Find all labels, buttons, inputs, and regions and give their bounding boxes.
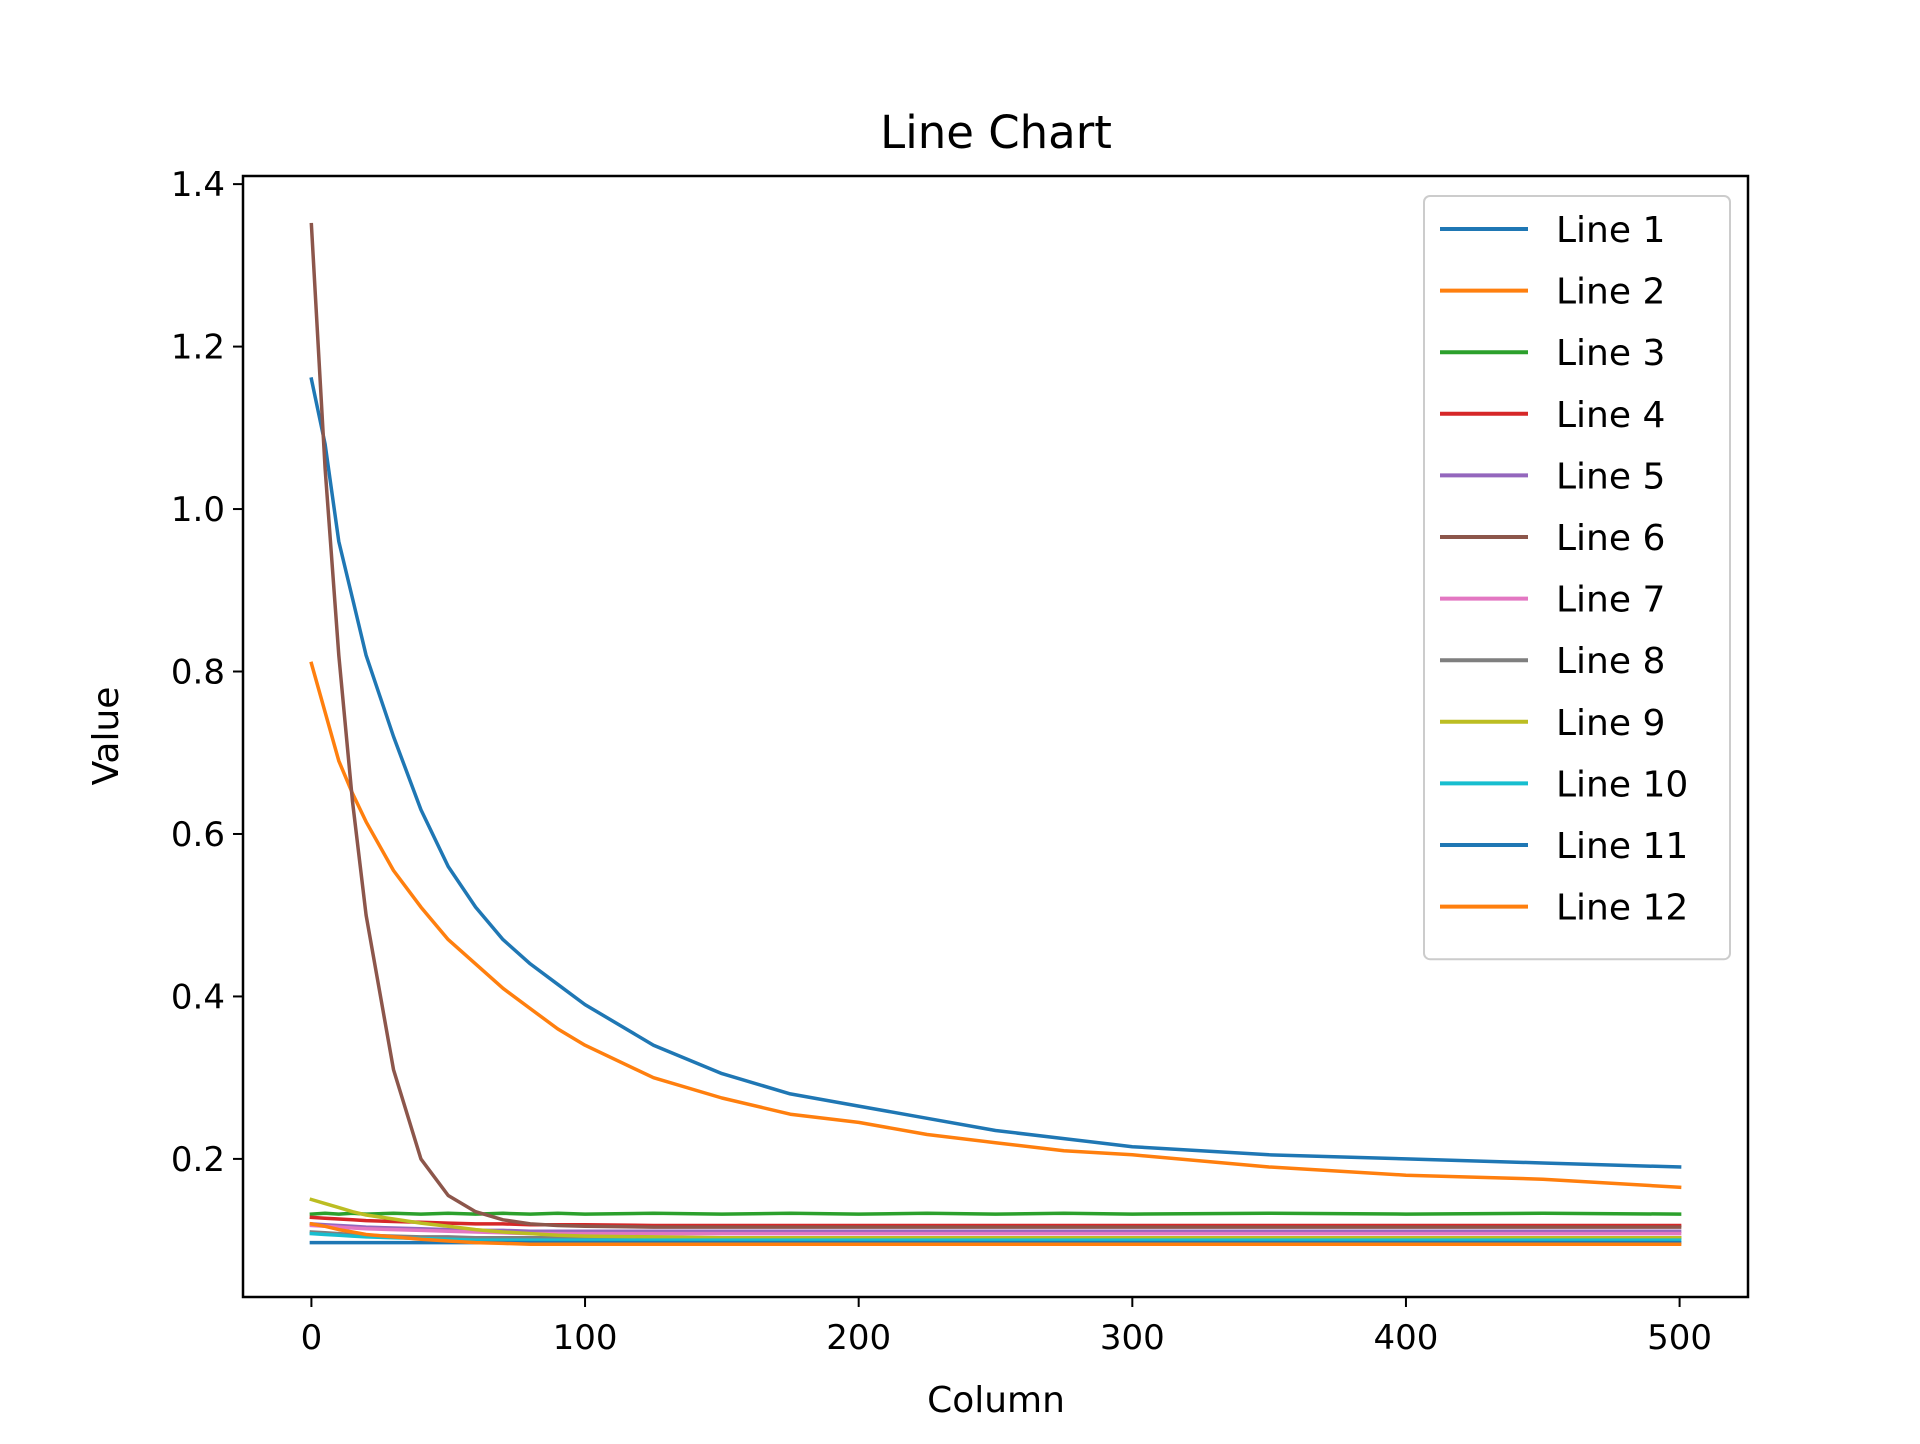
legend-label: Line 1 (1556, 210, 1665, 251)
legend: Line 1 Line 2 Line 3 Line 4 Line 5 Line 6 Line… (1423, 195, 1731, 961)
legend-label: Line 2 (1556, 272, 1665, 313)
y-tick-label: 0.2 (171, 1140, 225, 1180)
y-tick-label: 0.8 (171, 653, 225, 693)
series-line-12 (309, 1221, 1682, 1246)
y-tick-label: 1.0 (171, 490, 225, 530)
y-tick-label: 0.6 (171, 815, 225, 855)
x-tick-label: 200 (826, 1318, 891, 1358)
x-tick-label: 100 (553, 1318, 618, 1358)
x-tick-label: 400 (1374, 1318, 1439, 1358)
y-axis: 0.2 0.4 0.6 0.8 1.0 1.2 1.4 (171, 165, 243, 1180)
legend-label: Line 12 (1556, 888, 1688, 929)
legend-box (1423, 195, 1731, 961)
series-line-2 (309, 661, 1682, 1190)
legend-label: Line 6 (1556, 518, 1665, 559)
y-tick-label: 1.4 (171, 165, 225, 205)
x-axis-label: Column (927, 1380, 1065, 1421)
series-line-9 (309, 1197, 1682, 1240)
y-tick-label: 0.4 (171, 977, 225, 1017)
legend-label: Line 11 (1556, 826, 1688, 867)
plot-frame (241, 174, 1750, 1299)
legend-label: Line 9 (1556, 703, 1665, 744)
legend-label: Line 10 (1556, 764, 1688, 805)
series-line-3 (309, 1211, 1682, 1216)
series-line-6 (309, 222, 1682, 1229)
legend-label: Line 4 (1556, 395, 1665, 436)
plot-lines (309, 222, 1682, 1246)
y-tick-label: 1.2 (171, 328, 225, 368)
x-tick-label: 300 (1100, 1318, 1165, 1358)
x-tick-label: 500 (1647, 1318, 1712, 1358)
legend-label: Line 3 (1556, 333, 1665, 374)
legend-label: Line 7 (1556, 580, 1665, 621)
series-line-1 (309, 377, 1682, 1169)
legend-label: Line 8 (1556, 641, 1665, 682)
series-line-7 (309, 1223, 1682, 1236)
x-axis: 0 100 200 300 400 500 (301, 1297, 1712, 1358)
y-axis-label: Value (86, 687, 127, 786)
legend-label: Line 5 (1556, 456, 1665, 497)
x-tick-label: 0 (301, 1318, 323, 1358)
chart-title: Line Chart (880, 106, 1112, 159)
series-line-10 (309, 1231, 1682, 1242)
